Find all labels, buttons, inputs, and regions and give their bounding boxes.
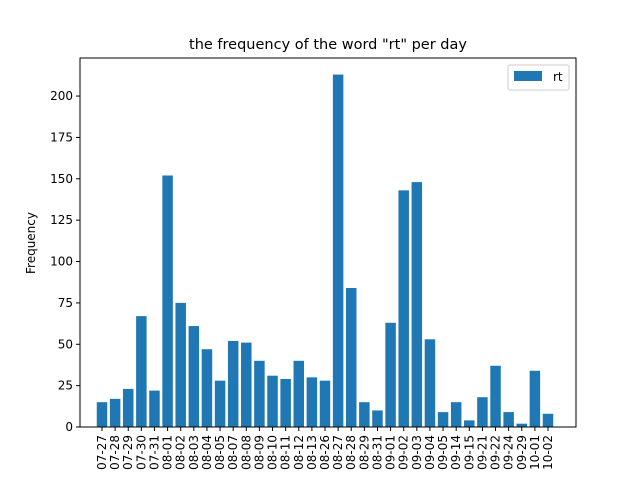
legend-label-rt: rt — [553, 70, 563, 84]
bar-07-30 — [136, 316, 147, 427]
x-tick-label: 08-28 — [344, 435, 358, 470]
x-tick-label: 08-11 — [279, 435, 293, 470]
x-tick-label: 09-04 — [423, 435, 437, 470]
x-tick-label: 09-02 — [397, 435, 411, 470]
x-tick-label: 09-05 — [436, 435, 450, 470]
y-tick-label: 100 — [50, 255, 73, 269]
bar-07-27 — [96, 402, 108, 427]
y-axis: 0 25 50 75 100 125 150 175 200 — [50, 89, 80, 434]
x-tick-label: 08-13 — [305, 435, 319, 470]
bar-09-14 — [450, 402, 462, 427]
bar-07-28 — [109, 398, 121, 427]
bar-08-13 — [306, 377, 318, 427]
bar-08-07 — [227, 340, 239, 427]
y-tick-label: 50 — [58, 337, 73, 351]
bar-08-27 — [332, 74, 344, 427]
x-tick-label: 09-22 — [489, 435, 503, 470]
y-tick-label: 25 — [58, 379, 73, 393]
bar-09-24 — [503, 412, 514, 427]
x-tick-label: 10-01 — [528, 435, 542, 470]
bar-09-15 — [464, 420, 475, 427]
bar-07-29 — [122, 388, 134, 427]
bar-08-04 — [201, 349, 213, 427]
x-tick-label: 09-21 — [475, 435, 489, 470]
y-tick-label: 175 — [50, 130, 73, 144]
legend-swatch — [514, 71, 542, 81]
bar-09-05 — [437, 412, 449, 427]
bar-08-09 — [254, 360, 265, 427]
bar-08-03 — [188, 326, 200, 427]
x-tick-label: 07-31 — [147, 435, 161, 470]
chart-title: the frequency of the word "rt" per day — [189, 37, 467, 53]
x-tick-label: 08-12 — [292, 435, 306, 470]
y-tick-label: 200 — [50, 89, 73, 103]
bar-07-31 — [149, 390, 160, 427]
bar-08-26 — [319, 380, 331, 427]
bar-09-29 — [516, 423, 528, 427]
x-tick-label: 10-02 — [541, 435, 555, 470]
x-tick-label: 09-03 — [410, 435, 424, 470]
bar-09-22 — [490, 365, 501, 427]
x-tick-label: 09-01 — [384, 435, 398, 470]
y-tick-label: 0 — [65, 420, 73, 434]
bar-08-11 — [280, 379, 291, 427]
bar-08-29 — [359, 402, 370, 427]
bar-08-05 — [214, 380, 226, 427]
x-tick-label: 08-26 — [318, 435, 332, 470]
bar-09-03 — [411, 182, 423, 427]
plot-frame — [79, 57, 577, 428]
bar-10-02 — [542, 413, 554, 427]
bar-08-28 — [345, 288, 357, 427]
bar-09-21 — [477, 397, 488, 427]
x-tick-label: 09-15 — [462, 435, 476, 470]
x-tick-label: 08-01 — [161, 435, 175, 470]
legend: rt — [507, 64, 570, 91]
x-tick-label: 08-08 — [239, 435, 253, 470]
bar-08-01 — [162, 175, 173, 427]
bar-08-31 — [372, 410, 383, 427]
x-tick-label: 08-27 — [331, 435, 345, 470]
x-tick-label: 08-02 — [174, 435, 188, 470]
bar-09-01 — [385, 322, 396, 427]
bar-09-02 — [398, 190, 409, 427]
x-tick-label: 07-28 — [108, 435, 122, 470]
x-tick-label: 08-03 — [187, 435, 201, 470]
y-tick-label: 150 — [50, 172, 73, 186]
bar-08-12 — [293, 360, 305, 427]
x-tick-label: 08-05 — [213, 435, 227, 470]
bar-08-08 — [241, 342, 252, 427]
x-tick-label: 07-27 — [95, 435, 109, 470]
x-tick-label: 08-09 — [252, 435, 266, 470]
bars-group — [96, 74, 554, 427]
x-tick-label: 07-30 — [134, 435, 148, 470]
bar-08-10 — [267, 375, 278, 427]
bar-08-02 — [175, 302, 186, 427]
x-tick-label: 08-29 — [357, 435, 371, 470]
x-tick-label: 08-07 — [226, 435, 240, 470]
x-axis: 07-27 07-28 07-29 07-30 07-31 08-01 08-02 08-03… — [95, 427, 555, 470]
bar-09-04 — [424, 339, 436, 427]
x-tick-label: 07-29 — [121, 435, 135, 470]
x-tick-label: 08-31 — [370, 435, 384, 470]
bar-10-01 — [529, 370, 541, 427]
x-tick-label: 09-24 — [502, 435, 516, 470]
x-tick-label: 09-14 — [449, 435, 463, 470]
y-tick-label: 125 — [50, 213, 73, 227]
x-tick-label: 09-29 — [515, 435, 529, 470]
y-tick-label: 75 — [58, 296, 73, 310]
x-tick-label: 08-04 — [200, 435, 214, 470]
y-axis-label: Frequency — [24, 212, 38, 274]
x-tick-label: 08-10 — [266, 435, 280, 470]
